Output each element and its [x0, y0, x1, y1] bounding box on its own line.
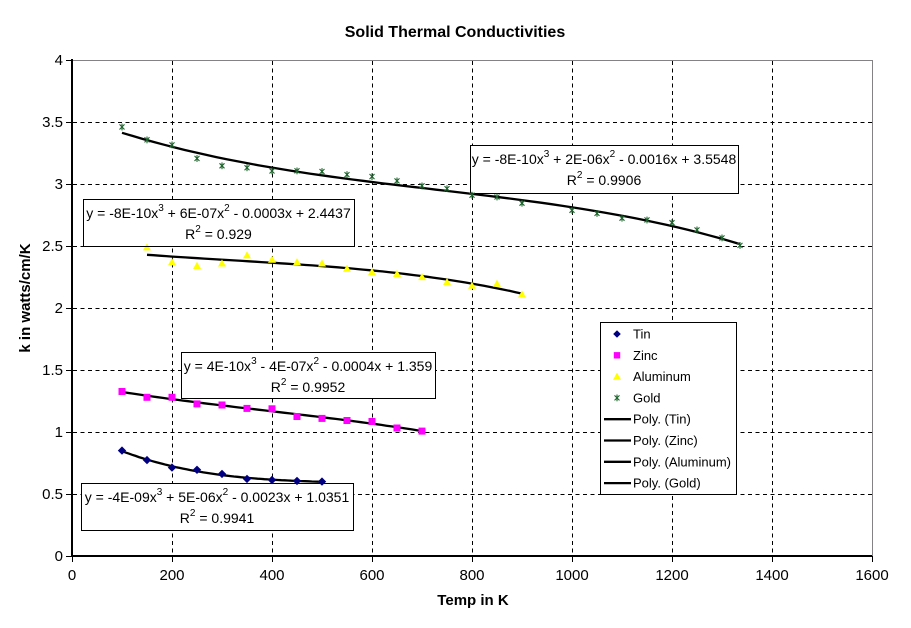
- svg-text:R2​ = 0.9941: R2​ = 0.9941: [180, 508, 255, 526]
- svg-text:0: 0: [55, 548, 63, 565]
- svg-text:1600: 1600: [855, 567, 888, 584]
- svg-text:3.5: 3.5: [42, 114, 63, 131]
- svg-text:200: 200: [159, 567, 184, 584]
- svg-text:Poly. (Zinc): Poly. (Zinc): [633, 433, 698, 448]
- svg-text:y = -8E-10x3​ + 6E-07x2​ - 0.0: y = -8E-10x3​ + 6E-07x2​ - 0.0003x + 2.4…: [86, 203, 351, 221]
- svg-text:Aluminum: Aluminum: [633, 369, 691, 384]
- svg-text:Zinc: Zinc: [633, 348, 658, 363]
- svg-text:1: 1: [55, 424, 63, 441]
- svg-text:y = -8E-10x3​ + 2E-06x2​ - 0.0: y = -8E-10x3​ + 2E-06x2​ - 0.0016x + 3.5…: [472, 149, 737, 167]
- svg-text:2.5: 2.5: [42, 238, 63, 255]
- svg-text:Tin: Tin: [633, 327, 651, 342]
- svg-text:0.5: 0.5: [42, 486, 63, 503]
- svg-text:Poly. (Gold): Poly. (Gold): [633, 476, 701, 491]
- svg-text:0: 0: [68, 567, 76, 584]
- svg-text:1400: 1400: [755, 567, 788, 584]
- svg-text:400: 400: [259, 567, 284, 584]
- svg-text:R2​ = 0.9906: R2​ = 0.9906: [567, 170, 642, 188]
- svg-text:R2​ = 0.9952: R2​ = 0.9952: [271, 377, 346, 395]
- svg-text:1200: 1200: [655, 567, 688, 584]
- svg-text:y = -4E-09x3​ + 5E-06x2​ - 0.0: y = -4E-09x3​ + 5E-06x2​ - 0.0023x + 1.0…: [85, 487, 350, 505]
- svg-text:R2​ = 0.929: R2​ = 0.929: [185, 224, 252, 242]
- svg-text:600: 600: [359, 567, 384, 584]
- svg-text:1000: 1000: [555, 567, 588, 584]
- svg-text:Temp in K: Temp in K: [437, 592, 509, 609]
- svg-text:k in watts/cm/K: k in watts/cm/K: [17, 243, 34, 352]
- svg-text:3: 3: [55, 176, 63, 193]
- svg-text:800: 800: [459, 567, 484, 584]
- svg-text:1.5: 1.5: [42, 362, 63, 379]
- svg-text:Poly. (Aluminum): Poly. (Aluminum): [633, 454, 731, 469]
- svg-text:y = 4E-10x3​ - 4E-07x2​ - 0.00: y = 4E-10x3​ - 4E-07x2​ - 0.0004x + 1.35…: [184, 356, 433, 374]
- svg-text:Solid Thermal Conductivities: Solid Thermal Conductivities: [345, 24, 566, 41]
- svg-text:Poly. (Tin): Poly. (Tin): [633, 412, 691, 427]
- svg-text:4: 4: [55, 52, 63, 69]
- svg-text:2: 2: [55, 300, 63, 317]
- svg-text:Gold: Gold: [633, 390, 660, 405]
